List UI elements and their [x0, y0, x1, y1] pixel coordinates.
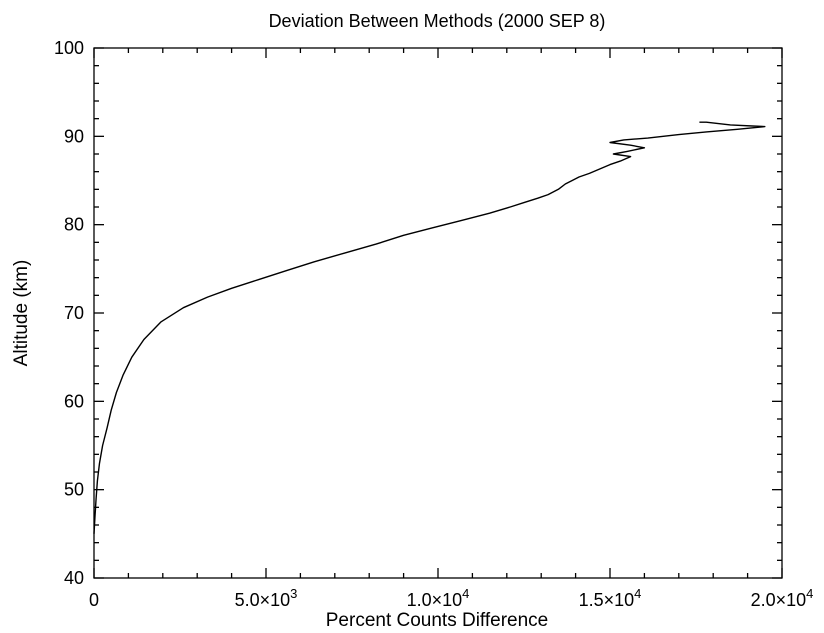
- y-tick-label: 70: [64, 303, 84, 323]
- y-tick-label: 60: [64, 391, 84, 411]
- x-axis-label: Percent Counts Difference: [326, 610, 549, 631]
- y-axis-label: Altitude (km): [11, 260, 32, 367]
- y-tick-label: 40: [64, 568, 84, 588]
- y-tick-label: 100: [54, 38, 84, 58]
- y-tick-label: 90: [64, 126, 84, 146]
- y-tick-label: 50: [64, 480, 84, 500]
- chart-title: Deviation Between Methods (2000 SEP 8): [269, 11, 606, 31]
- x-tick-label: 1.5×104: [579, 586, 642, 610]
- axis-ticks: [93, 47, 783, 579]
- x-tick-labels: 0 5.0×103 1.0×104 1.5×104 2.0×104: [89, 586, 813, 610]
- y-tick-labels: 40 50 60 70 80 90 100: [54, 38, 84, 588]
- x-tick-label: 0: [89, 590, 99, 610]
- x-tick-label: 1.0×104: [407, 586, 470, 610]
- x-tick-label: 2.0×104: [751, 586, 814, 610]
- series-line: [93, 121, 766, 534]
- plot-frame: [93, 47, 783, 579]
- x-tick-label: 5.0×103: [235, 586, 298, 610]
- y-tick-label: 80: [64, 215, 84, 235]
